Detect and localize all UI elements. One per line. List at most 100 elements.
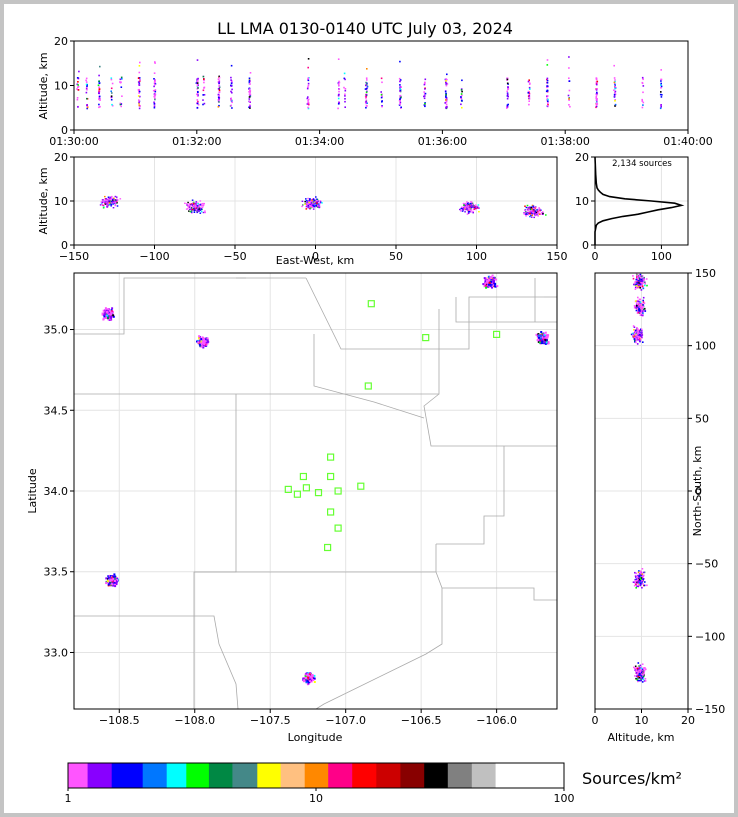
plan-view-source: [101, 312, 104, 315]
ew-height-source: [194, 207, 197, 209]
ew-height-source: [319, 200, 322, 202]
ns-height-source: [633, 584, 636, 587]
ns-height-source: [637, 296, 639, 299]
plan-view-source: [544, 342, 547, 345]
ew-height-source: [190, 211, 193, 213]
ns-height-source: [632, 325, 635, 327]
ew-height-source: [107, 196, 110, 198]
time-height-source: [399, 101, 402, 104]
time-height-source: [138, 65, 141, 67]
time-height-source: [528, 95, 531, 97]
time-height-source: [399, 89, 402, 91]
time-height-source: [614, 99, 616, 101]
ew-height-source: [533, 208, 535, 210]
ew-height-source: [198, 210, 200, 212]
ns-height-source: [636, 282, 639, 284]
time-height-x-tick-label: 01:32:00: [172, 135, 221, 148]
ew-height-source: [105, 199, 107, 202]
ns-height-source: [639, 330, 641, 332]
ns-height-source: [639, 585, 641, 587]
time-height-source: [546, 59, 549, 61]
ew-height-source: [305, 205, 308, 208]
time-height-source: [110, 78, 113, 81]
time-height-source: [445, 99, 447, 101]
time-height-source: [445, 100, 448, 103]
ew-height-source: [200, 208, 203, 210]
ns-height-source: [642, 314, 644, 316]
time-height-source: [344, 95, 346, 97]
ns-height-source: [642, 306, 645, 308]
time-height-source: [86, 85, 88, 88]
ns-height-source: [638, 303, 640, 306]
time-height-source: [507, 93, 509, 96]
ns-height-source: [644, 581, 646, 583]
ns-height-source: [638, 577, 640, 579]
station-marker: [493, 330, 501, 338]
time-height-source: [308, 103, 310, 106]
plan-view-ylabel: Latitude: [26, 468, 39, 514]
ew-height-source: [536, 214, 538, 216]
ns-height-source: [639, 582, 642, 584]
ns-height-source: [637, 680, 639, 683]
plan-view-source: [197, 341, 200, 344]
ew-height-source: [467, 207, 469, 209]
ew-height-source: [312, 202, 314, 204]
ew-height-source: [103, 206, 105, 208]
time-height-source: [567, 94, 570, 97]
time-height-x-tick-label: 01:34:00: [295, 135, 344, 148]
ew-height-source: [307, 203, 310, 205]
ew-height-source: [200, 203, 203, 205]
ew-height-source: [306, 200, 308, 202]
ew-height-source: [317, 200, 320, 202]
ns-height-source: [635, 283, 637, 286]
ew-height-source: [189, 204, 191, 207]
ns-height-x-tick-label: 10: [635, 714, 649, 727]
ew-height-source: [102, 207, 105, 209]
ew-height-source: [312, 208, 315, 210]
ns-height-source: [641, 280, 644, 282]
time-height-source: [338, 93, 340, 96]
ew-height-source: [191, 208, 194, 211]
plan-view-source: [200, 343, 203, 346]
ew-height-y-tick-label: 0: [61, 239, 68, 252]
ns-height-source: [634, 675, 636, 677]
ns-height-source: [636, 575, 639, 578]
ns-height-source: [643, 302, 646, 304]
plan-view-source: [482, 283, 485, 286]
plan-view-source: [111, 315, 114, 318]
ns-height-source: [641, 579, 643, 581]
time-height-x-tick-label: 01:30:00: [49, 135, 98, 148]
ew-height-source: [191, 203, 193, 206]
ns-height-source: [643, 307, 646, 310]
time-height-source: [642, 101, 645, 104]
time-height-source: [424, 102, 426, 104]
ns-height-source: [640, 285, 643, 288]
ew-height-source: [535, 210, 538, 212]
plan-view-source: [313, 677, 316, 680]
station-marker: [327, 472, 335, 481]
ew-height-source: [191, 207, 193, 209]
ew-height-source: [545, 214, 547, 216]
time-height-source: [445, 94, 447, 96]
ns-height-source: [640, 308, 643, 310]
ew-height-source: [114, 195, 117, 198]
ns-height-source: [637, 306, 640, 309]
ew-height-source: [190, 210, 193, 212]
ns-height-source: [636, 312, 639, 314]
ns-height-source: [635, 335, 637, 337]
time-height-source: [218, 98, 220, 101]
ew-height-source: [119, 198, 122, 200]
ns-height-source: [638, 277, 640, 280]
time-height-source: [659, 107, 662, 110]
time-height-source: [338, 90, 340, 93]
ns-height-source: [632, 275, 634, 277]
ns-height-source: [635, 329, 637, 332]
ns-height-source: [638, 573, 641, 575]
ns-height-source: [637, 275, 639, 277]
colorbar-cell: [186, 763, 210, 788]
ns-height-source: [635, 578, 638, 581]
ns-height-source: [641, 285, 644, 287]
ns-height-source: [639, 664, 642, 667]
time-height-source: [546, 79, 549, 82]
time-height-source: [568, 89, 571, 92]
